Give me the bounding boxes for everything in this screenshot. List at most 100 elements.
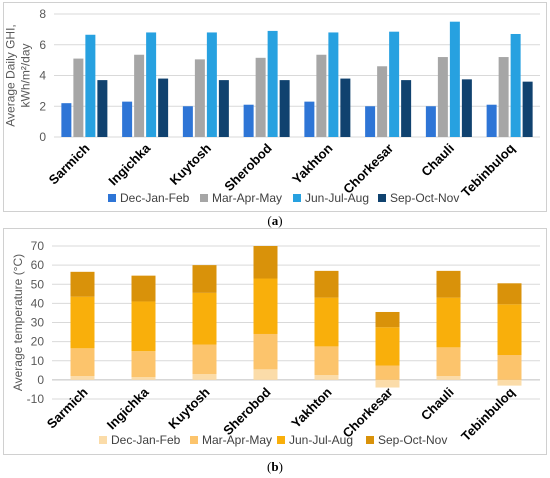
bar-dec-jan-feb-chauli bbox=[425, 106, 436, 137]
legend-label: Mar-Apr-May bbox=[202, 433, 272, 447]
bar-mar-apr-may-kuytosh bbox=[194, 59, 205, 138]
legend: Dec-Jan-Feb Mar-Apr-May Jun-Jul-Aug Sep-Oct… bbox=[108, 191, 459, 205]
bar-mar-apr-may-kuytosh bbox=[192, 344, 217, 375]
ghi-chart: 0 2 4 6 8 Average Daily GHI, kWh/m²/day Sarmich… bbox=[4, 7, 540, 205]
legend-swatch bbox=[200, 194, 208, 202]
legend-label: Mar-Apr-May bbox=[212, 191, 282, 205]
legend-swatch bbox=[366, 436, 374, 444]
legend-swatch bbox=[190, 436, 198, 444]
bar-dec-jan-feb-sherobod bbox=[253, 369, 278, 380]
legend: Dec-Jan-Feb Mar-Apr-May Jun-Jul-Aug Sep-Oct… bbox=[99, 433, 447, 447]
y-axis-title: Average temperature (°C) bbox=[11, 254, 25, 391]
category-label: Chorkesar bbox=[340, 141, 396, 197]
category-label: Tebinbuloq bbox=[458, 140, 517, 199]
y-tick-label: 30 bbox=[31, 316, 45, 330]
bar-mar-apr-may-chauli bbox=[436, 347, 461, 377]
y-tick-label: 2 bbox=[39, 99, 46, 113]
bar-sep-oct-nov-sarmich bbox=[97, 80, 108, 137]
bar-dec-jan-feb-ingichka bbox=[122, 101, 133, 137]
y-tick-label: 70 bbox=[31, 239, 45, 253]
legend-swatch bbox=[277, 436, 285, 444]
bar-dec-jan-feb-kuytosh bbox=[192, 374, 217, 380]
bar-jun-jul-aug-sarmich bbox=[70, 296, 95, 349]
chart-panel-b: -10 0 10 20 30 40 50 60 70 Average temperature (°… bbox=[3, 228, 547, 455]
bar-mar-apr-may-chorkesar bbox=[375, 365, 400, 380]
bar-jun-jul-aug-kuytosh bbox=[206, 32, 217, 138]
caption-b-letter: b bbox=[271, 459, 279, 474]
bar-jun-jul-aug-chauli bbox=[449, 21, 460, 137]
bar-dec-jan-feb-ingichka bbox=[131, 377, 156, 380]
bar-sep-oct-nov-sarmich bbox=[70, 271, 95, 297]
bar-sep-oct-nov-ingichka bbox=[158, 78, 169, 137]
category-label: Kuytosh bbox=[167, 140, 214, 187]
category-label: Chauli bbox=[418, 141, 457, 180]
bar-jun-jul-aug-tebinbuloq bbox=[510, 33, 521, 137]
legend-label: Sep-Oct-Nov bbox=[378, 433, 447, 447]
legend-swatch bbox=[378, 194, 386, 202]
category-label: Ingichka bbox=[104, 384, 152, 432]
bar-mar-apr-may-sarmich bbox=[73, 58, 84, 137]
bar-mar-apr-may-ingichka bbox=[131, 351, 156, 378]
bar-sep-oct-nov-tebinbuloq bbox=[522, 81, 533, 137]
temperature-chart: -10 0 10 20 30 40 50 60 70 Average temperature (°… bbox=[11, 239, 540, 447]
category-label: Sarmich bbox=[46, 140, 93, 187]
category-label: Kuytosh bbox=[165, 384, 212, 431]
bar-mar-apr-may-sherobod bbox=[255, 57, 266, 137]
legend-label: Sep-Oct-Nov bbox=[390, 191, 459, 205]
bar-dec-jan-feb-chorkesar bbox=[375, 379, 400, 388]
bar-sep-oct-nov-chorkesar bbox=[375, 311, 400, 328]
bar-jun-jul-aug-sarmich bbox=[85, 34, 96, 137]
y-tick-label: 0 bbox=[37, 373, 44, 387]
legend-swatch bbox=[293, 194, 301, 202]
bar-jun-jul-aug-chauli bbox=[436, 297, 461, 348]
bar-jun-jul-aug-ingichka bbox=[146, 32, 157, 138]
category-label: Yakhton bbox=[288, 384, 334, 430]
bar-dec-jan-feb-kuytosh bbox=[182, 106, 193, 137]
bar-dec-jan-feb-sarmich bbox=[70, 376, 95, 380]
bar-sep-oct-nov-sherobod bbox=[279, 80, 290, 137]
bar-sep-oct-nov-kuytosh bbox=[218, 80, 229, 137]
category-label: Sherobod bbox=[221, 140, 275, 194]
bar-jun-jul-aug-kuytosh bbox=[192, 292, 217, 345]
caption-b: (b) bbox=[267, 459, 283, 474]
caption-a-letter: a bbox=[271, 213, 279, 228]
y-tick-label: 4 bbox=[39, 69, 46, 83]
category-label: Sherobod bbox=[220, 384, 274, 438]
bar-sep-oct-nov-sherobod bbox=[253, 246, 278, 279]
bar-dec-jan-feb-sherobod bbox=[243, 104, 254, 137]
legend-label: Jun-Jul-Aug bbox=[305, 191, 369, 205]
bar-jun-jul-aug-yakhton bbox=[328, 32, 339, 138]
y-axis-title: Average Daily GHI, kWh/m²/day bbox=[4, 24, 33, 127]
bar-sep-oct-nov-kuytosh bbox=[192, 265, 217, 293]
bar-dec-jan-feb-tebinbuloq bbox=[497, 379, 522, 386]
bar-mar-apr-may-tebinbuloq bbox=[497, 355, 522, 380]
bar-dec-jan-feb-sarmich bbox=[61, 103, 72, 137]
y-tick-label: 0 bbox=[39, 130, 46, 144]
legend-swatch bbox=[108, 194, 116, 202]
bar-dec-jan-feb-yakhton bbox=[304, 101, 315, 137]
bar-dec-jan-feb-yakhton bbox=[314, 375, 339, 380]
y-tick-label: 6 bbox=[39, 38, 46, 52]
bar-sep-oct-nov-yakhton bbox=[340, 78, 351, 137]
legend-label: Dec-Jan-Feb bbox=[111, 433, 181, 447]
bar-jun-jul-aug-ingichka bbox=[131, 301, 156, 352]
bar-sep-oct-nov-yakhton bbox=[314, 270, 339, 298]
bar-jun-jul-aug-tebinbuloq bbox=[497, 304, 522, 356]
bar-sep-oct-nov-chorkesar bbox=[401, 80, 412, 137]
bar-sep-oct-nov-ingichka bbox=[131, 275, 156, 302]
y-tick-label: -10 bbox=[27, 392, 45, 406]
y-axis-title-line: Average Daily GHI, bbox=[4, 24, 18, 127]
y-tick-label: 8 bbox=[39, 7, 46, 21]
bar-dec-jan-feb-chorkesar bbox=[365, 106, 376, 137]
y-tick-label: 60 bbox=[31, 258, 45, 272]
bar-mar-apr-may-sherobod bbox=[253, 333, 278, 370]
category-label: Tebinbuloq bbox=[458, 384, 517, 443]
legend-label: Jun-Jul-Aug bbox=[289, 433, 353, 447]
bar-jun-jul-aug-chorkesar bbox=[375, 327, 400, 366]
y-tick-label: 20 bbox=[31, 335, 45, 349]
bar-sep-oct-nov-chauli bbox=[436, 270, 461, 298]
bar-jun-jul-aug-chorkesar bbox=[389, 31, 400, 137]
legend-swatch bbox=[99, 436, 107, 444]
bar-jun-jul-aug-sherobod bbox=[253, 278, 278, 334]
category-label: Ingichka bbox=[105, 140, 153, 188]
